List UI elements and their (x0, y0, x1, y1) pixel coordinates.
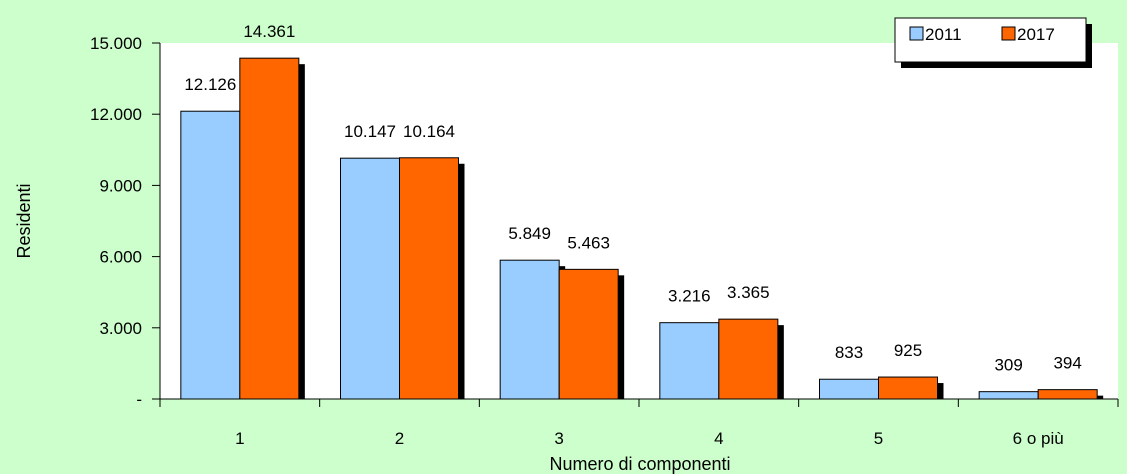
x-axis-title: Numero di componenti (549, 454, 730, 474)
data-label-2017-cat-5: 925 (894, 341, 922, 360)
bar-2017-cat-2 (399, 157, 459, 400)
bar-2011-cat-2 (340, 157, 400, 400)
data-label-2011-cat-2: 10.147 (344, 122, 396, 141)
bar-2017-cat-6 (1037, 389, 1098, 400)
data-label-2011-cat-3: 5.849 (508, 224, 551, 243)
data-label-2011-cat-6: 309 (994, 356, 1022, 375)
x-tick-label-3: 3 (554, 429, 563, 448)
bar-2017-cat-1 (239, 57, 300, 400)
legend-label-2011: 2011 (925, 25, 962, 44)
bar-2017-cat-5 (878, 376, 938, 400)
data-label-2017-cat-4: 3.365 (727, 283, 770, 302)
axes-layer (152, 42, 1119, 407)
legend-swatch-2011 (909, 26, 924, 41)
bar-2017-cat-3 (558, 268, 619, 400)
data-label-2011-cat-1: 12.126 (184, 75, 236, 94)
labels-layer: 12.126 14.361 1 10.147 10.164 2 5.849 5.463 3 3.2… (90, 22, 1082, 448)
data-label-2017-cat-1: 14.361 (243, 22, 295, 41)
bar-2017-cat-4 (718, 318, 779, 400)
x-tick-label-6: 6 o più (1013, 429, 1064, 448)
data-label-2017-cat-3: 5.463 (567, 233, 610, 252)
legend-swatch-2017 (1001, 26, 1016, 41)
y-tick-label-4: 12.000 (90, 105, 142, 124)
bar-2011-cat-1 (180, 110, 241, 400)
x-tick-label-5: 5 (874, 429, 883, 448)
x-tick-label-4: 4 (714, 429, 723, 448)
legend: 2011 2017 (894, 17, 1092, 68)
data-label-2011-cat-5: 833 (835, 343, 863, 362)
x-tick-label-1: 1 (235, 429, 244, 448)
bar-2011-cat-6 (978, 391, 1039, 400)
legend-label-2017: 2017 (1017, 25, 1055, 44)
y-tick-label-3: 9.000 (99, 176, 142, 195)
x-tick-label-2: 2 (395, 429, 404, 448)
y-tick-label-0: - (136, 390, 142, 409)
y-axis-title: Residenti (14, 183, 34, 258)
bar-2011-cat-4 (659, 322, 720, 400)
plot-area (160, 43, 1118, 399)
y-tick-label-2: 6.000 (99, 248, 142, 267)
data-label-2011-cat-4: 3.216 (668, 287, 711, 306)
y-tick-label-1: 3.000 (99, 319, 142, 338)
bar-2011-cat-3 (499, 259, 560, 400)
legend-box (894, 17, 1087, 63)
bar-2011-cat-5 (819, 378, 879, 400)
y-tick-label-5: 15.000 (90, 34, 142, 53)
data-label-2017-cat-6: 394 (1053, 354, 1081, 373)
bars-layer (180, 57, 1104, 400)
data-label-2017-cat-2: 10.164 (403, 122, 455, 141)
